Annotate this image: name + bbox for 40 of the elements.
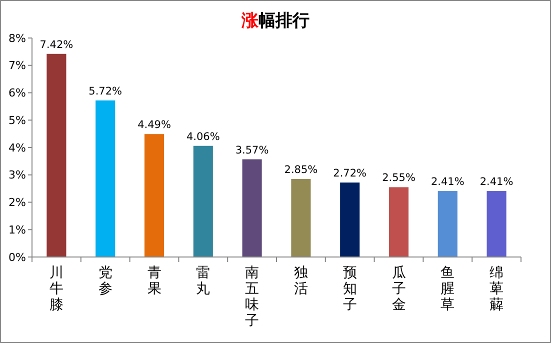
x-tick-label: 绵萆薢 [490, 265, 504, 313]
y-tick-label: 0% [8, 250, 26, 264]
y-tick-label: 2% [8, 196, 26, 210]
bar [193, 146, 213, 257]
y-tick-label: 6% [8, 86, 26, 100]
data-label: 4.49% [138, 119, 171, 132]
y-tick-label: 4% [8, 141, 26, 154]
chart-title: 涨幅排行 [240, 11, 310, 31]
x-tick-label: 雷丸 [196, 265, 210, 297]
bar [144, 134, 164, 257]
x-tick-label: 鱼腥草 [440, 265, 455, 313]
data-label: 5.72% [88, 85, 122, 98]
y-tick-label: 7% [8, 59, 26, 72]
bar [340, 182, 360, 257]
data-label: 2.41% [480, 176, 514, 188]
data-label: 7.42% [40, 38, 74, 51]
y-tick-label: 1% [8, 223, 26, 236]
x-tick-label: 预知子 [342, 265, 357, 313]
data-label: 2.55% [382, 172, 416, 184]
x-tick-label: 瓜子金 [392, 265, 406, 313]
x-tick-label: 党参 [98, 265, 112, 297]
bar [242, 159, 262, 257]
data-label: 4.06% [186, 130, 220, 143]
data-label: 2.72% [333, 168, 367, 180]
bar [46, 54, 66, 257]
x-tick-label: 青果 [147, 265, 162, 297]
y-tick-label: 3% [8, 168, 26, 182]
x-tick-label: 川牛膝 [49, 265, 64, 313]
x-tick-label: 独活 [294, 265, 308, 297]
x-tick-label: 南五味子 [245, 265, 260, 329]
y-tick-label: 8% [8, 32, 26, 45]
y-tick-label: 5% [8, 114, 26, 127]
data-label: 2.85% [284, 164, 318, 176]
bar [96, 100, 116, 257]
data-label: 2.41% [430, 176, 464, 188]
bar [438, 191, 458, 257]
bar [486, 191, 506, 257]
data-label: 3.57% [235, 144, 269, 156]
bar [388, 187, 409, 257]
bar [291, 178, 311, 257]
